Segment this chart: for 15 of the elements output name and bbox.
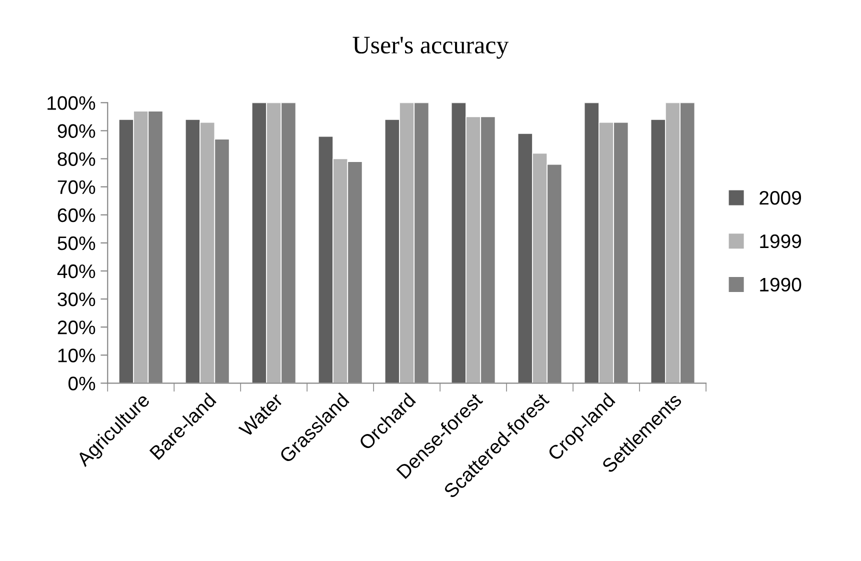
- legend-label: 1999: [760, 234, 802, 248]
- y-tick-label: 20%: [58, 320, 96, 334]
- y-tick-label: 100%: [48, 96, 96, 110]
- legend-label: 2009: [760, 190, 802, 205]
- y-tick-label: 60%: [58, 208, 96, 222]
- y-tick-label: 80%: [58, 152, 96, 166]
- legend-label: 1990: [760, 278, 802, 292]
- y-tick-label: 0%: [68, 376, 96, 390]
- chart-title: User's accuracy: [352, 36, 509, 59]
- y-tick-label: 40%: [57, 264, 96, 278]
- y-tick-label: 90%: [58, 124, 96, 138]
- y-tick-label: 10%: [58, 348, 96, 362]
- y-tick-label: 70%: [58, 180, 96, 194]
- y-tick-label: 30%: [58, 292, 96, 306]
- y-tick-label: 50%: [58, 236, 96, 250]
